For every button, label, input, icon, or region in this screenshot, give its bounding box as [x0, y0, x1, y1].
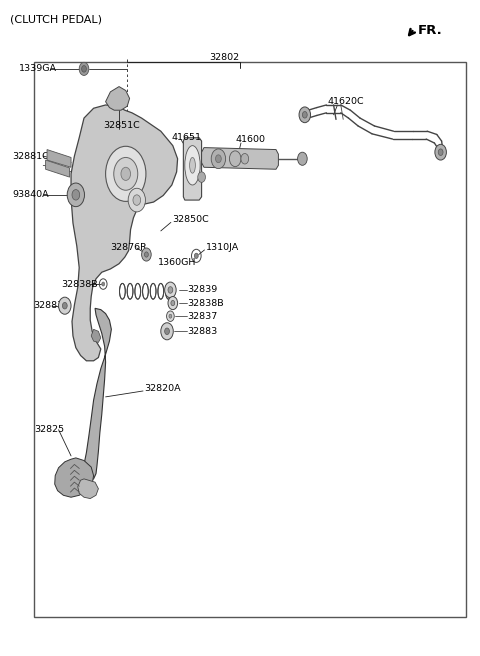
Text: 32838B: 32838B [187, 298, 224, 308]
Text: (CLUTCH PEDAL): (CLUTCH PEDAL) [10, 14, 102, 24]
Circle shape [216, 155, 221, 163]
Circle shape [167, 311, 174, 321]
Text: 32837: 32837 [187, 312, 217, 321]
Circle shape [144, 252, 148, 257]
Circle shape [72, 190, 80, 200]
Circle shape [128, 188, 145, 212]
Text: 1339GA: 1339GA [19, 64, 57, 73]
Circle shape [168, 297, 178, 310]
Circle shape [169, 314, 172, 318]
Polygon shape [183, 138, 202, 200]
Text: 32839: 32839 [187, 285, 217, 295]
Circle shape [299, 107, 311, 123]
Polygon shape [55, 458, 94, 497]
Text: 32883: 32883 [187, 327, 217, 336]
Circle shape [161, 323, 173, 340]
Circle shape [194, 253, 198, 258]
Circle shape [168, 287, 173, 293]
Text: 32838B: 32838B [61, 279, 98, 289]
Circle shape [171, 300, 175, 306]
Text: 32850C: 32850C [172, 215, 209, 224]
Polygon shape [91, 329, 101, 342]
Polygon shape [78, 479, 98, 499]
Polygon shape [202, 148, 278, 169]
Polygon shape [82, 308, 111, 480]
Circle shape [438, 149, 443, 155]
Circle shape [102, 282, 105, 286]
Text: 93840A: 93840A [12, 190, 48, 199]
Circle shape [79, 62, 89, 75]
Polygon shape [46, 160, 70, 177]
Text: 41620C: 41620C [328, 97, 364, 106]
Circle shape [82, 66, 86, 72]
Polygon shape [47, 150, 71, 167]
Circle shape [114, 157, 138, 190]
Text: 32876R: 32876R [110, 243, 147, 253]
Circle shape [198, 172, 205, 182]
Text: 1310JA: 1310JA [205, 243, 239, 253]
Circle shape [165, 328, 169, 335]
Circle shape [59, 297, 71, 314]
Circle shape [142, 248, 151, 261]
Polygon shape [71, 105, 178, 361]
Circle shape [106, 146, 146, 201]
Text: 32802: 32802 [209, 52, 239, 62]
Ellipse shape [185, 146, 200, 185]
Circle shape [121, 167, 131, 180]
Text: FR.: FR. [418, 24, 443, 37]
Text: 1360GH: 1360GH [157, 258, 196, 267]
Circle shape [211, 149, 226, 169]
Text: 32820A: 32820A [144, 384, 180, 393]
Circle shape [67, 183, 84, 207]
Text: 41651: 41651 [172, 133, 202, 142]
Text: 32825: 32825 [35, 425, 65, 434]
Circle shape [302, 112, 307, 118]
Text: 32851C: 32851C [103, 121, 140, 131]
Circle shape [165, 282, 176, 298]
Circle shape [241, 154, 249, 164]
Text: 32883: 32883 [34, 301, 64, 310]
Circle shape [298, 152, 307, 165]
Polygon shape [106, 87, 130, 110]
Circle shape [133, 195, 141, 205]
Text: 32881C: 32881C [12, 152, 49, 161]
Circle shape [229, 151, 241, 167]
Circle shape [62, 302, 67, 309]
Ellipse shape [190, 157, 195, 173]
Circle shape [435, 144, 446, 160]
Text: 41600: 41600 [235, 135, 265, 144]
